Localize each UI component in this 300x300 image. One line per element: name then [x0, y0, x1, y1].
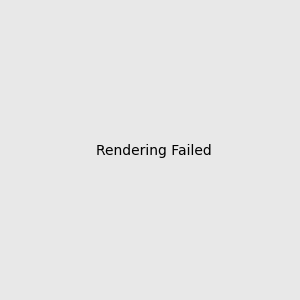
Text: Rendering Failed: Rendering Failed	[96, 145, 212, 158]
